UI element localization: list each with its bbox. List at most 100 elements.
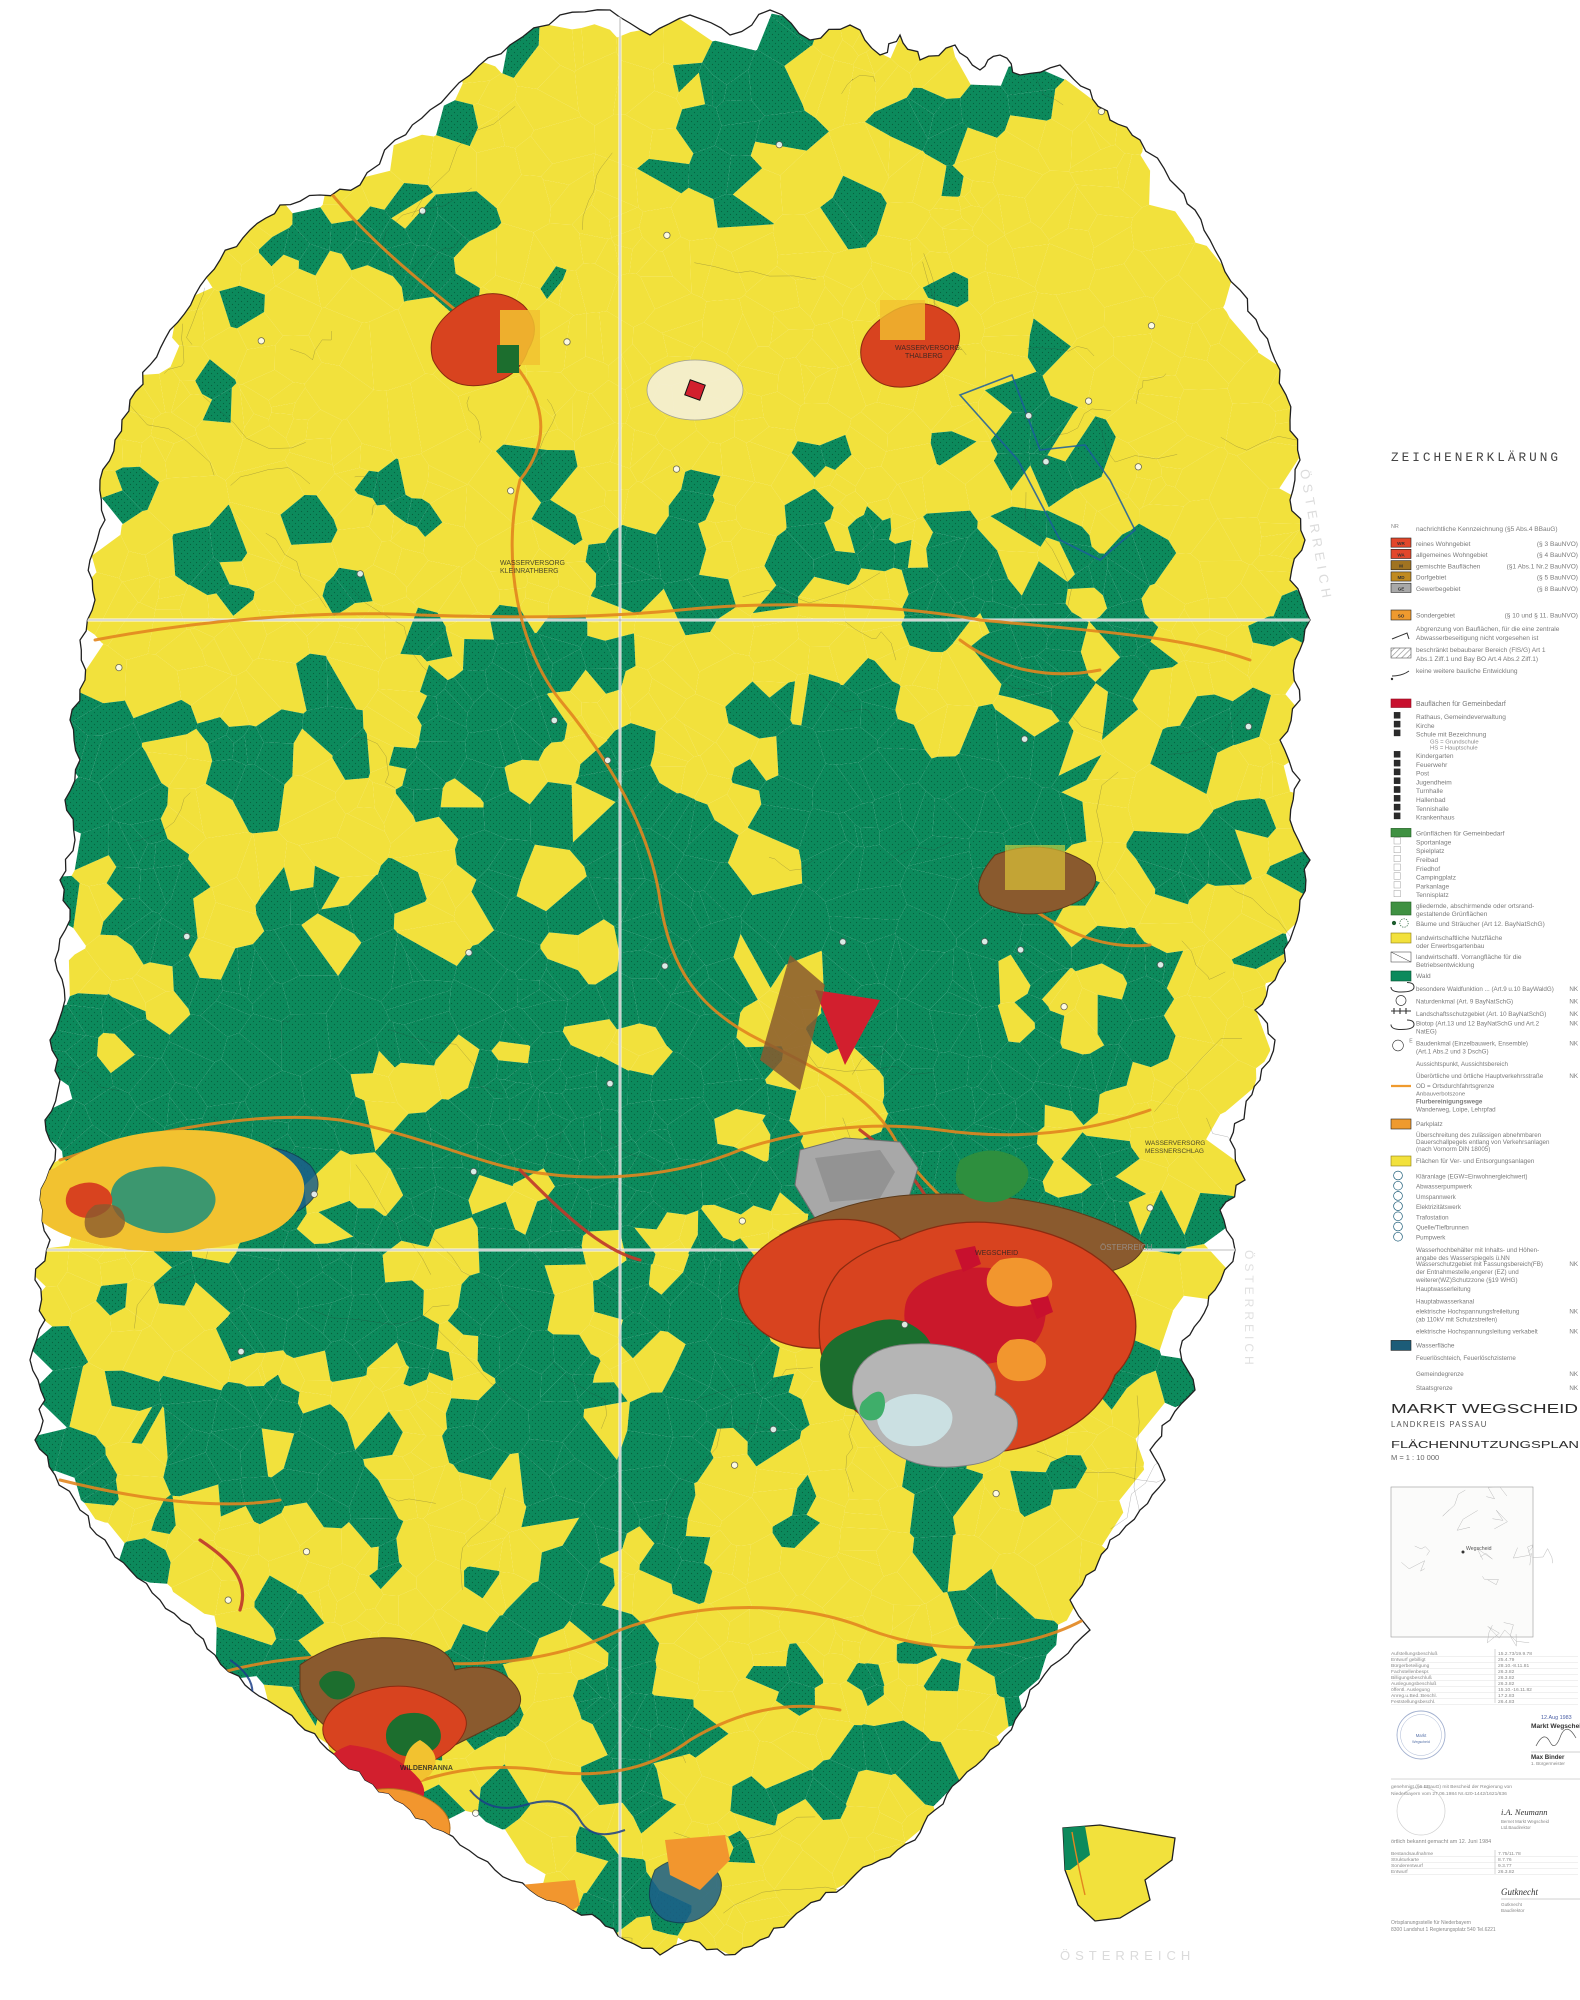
svg-text:GS = Grundschule: GS = Grundschule	[1430, 739, 1479, 745]
svg-text:Markt Wegscheid: Markt Wegscheid	[1531, 1723, 1580, 1730]
svg-text:NK: NK	[1569, 1073, 1578, 1080]
svg-text:Billigungsbeschluß: Billigungsbeschluß	[1391, 1675, 1432, 1681]
svg-text:Landschaftsschutzgebiet (Art.: Landschaftsschutzgebiet (Art. 10 BayNatS…	[1416, 1011, 1546, 1018]
svg-text:26.3.82: 26.3.82	[1498, 1869, 1515, 1875]
svg-text:oder Erwerbsgartenbau: oder Erwerbsgartenbau	[1416, 943, 1485, 950]
svg-text:Post: Post	[1416, 771, 1429, 778]
svg-text:15.2.73/19.9.78: 15.2.73/19.9.78	[1498, 1651, 1532, 1657]
svg-text:KLEINRATHBERG: KLEINRATHBERG	[500, 568, 559, 575]
svg-text:Bürgerbeteiligung: Bürgerbeteiligung	[1391, 1663, 1430, 1669]
svg-text:Wasserschutzgebiet mit Fassung: Wasserschutzgebiet mit Fassungsbereich(F…	[1416, 1261, 1543, 1268]
svg-text:HS = Hauptschule: HS = Hauptschule	[1430, 746, 1478, 752]
svg-text:WILDENRANNA: WILDENRANNA	[400, 1765, 453, 1772]
svg-text:genehmigt (§6 BBauG) mit Besch: genehmigt (§6 BBauG) mit Bescheid der Re…	[1391, 1784, 1512, 1790]
svg-text:Bäume und Sträucher (Art 12. B: Bäume und Sträucher (Art 12. BayNatSchG)	[1416, 921, 1545, 928]
svg-text:(§ 5 BauNVO): (§ 5 BauNVO)	[1537, 575, 1578, 582]
svg-text:Pumpwerk: Pumpwerk	[1416, 1235, 1446, 1242]
svg-text:Wegscheid: Wegscheid	[1466, 1546, 1492, 1552]
svg-text:elektrische Hochspannungsfreil: elektrische Hochspannungsfreileitung	[1416, 1308, 1520, 1315]
svg-text:Niederbayern vom 27.06.1984 N: Niederbayern vom 27.06.1984 Nr.420-1442/…	[1391, 1791, 1507, 1797]
svg-text:Aussichtspunkt, Aussichtsberei: Aussichtspunkt, Aussichtsbereich	[1416, 1061, 1508, 1068]
svg-text:(nach Vornorm DIN 18005): (nach Vornorm DIN 18005)	[1416, 1146, 1490, 1153]
svg-text:Gemeindegrenze: Gemeindegrenze	[1416, 1371, 1464, 1378]
svg-text:Feuerwehr: Feuerwehr	[1416, 762, 1448, 769]
svg-text:Hallenbad: Hallenbad	[1416, 797, 1446, 804]
svg-text:NatEG): NatEG)	[1416, 1029, 1437, 1036]
svg-text:Wegscheid: Wegscheid	[1412, 1740, 1430, 1744]
svg-text:(Art.1 Abs.2 und 3 DschG): (Art.1 Abs.2 und 3 DschG)	[1416, 1049, 1489, 1056]
svg-text:Schule mit Bezeichnung: Schule mit Bezeichnung	[1416, 732, 1487, 739]
svg-text:i.A. Neumann: i.A. Neumann	[1501, 1807, 1548, 1817]
svg-text:Entwurf: Entwurf	[1391, 1869, 1408, 1875]
svg-text:Bauflächen für Gemeinbedarf: Bauflächen für Gemeinbedarf	[1416, 701, 1506, 708]
svg-text:ÖSTERREICH: ÖSTERREICH	[1060, 1948, 1195, 1963]
svg-text:gliedernde, abschirmende oder: gliedernde, abschirmende oder ortsrand-	[1416, 903, 1534, 910]
svg-text:NK: NK	[1569, 1261, 1578, 1268]
svg-text:NK: NK	[1569, 1385, 1578, 1392]
svg-text:25.4.79: 25.4.79	[1498, 1657, 1515, 1663]
svg-text:Ltd.Baudirektor: Ltd.Baudirektor	[1501, 1825, 1531, 1830]
svg-text:Gutknecht: Gutknecht	[1501, 1902, 1523, 1907]
svg-text:gemischte Bauflächen: gemischte Bauflächen	[1416, 563, 1481, 570]
svg-text:Abwasserpumpwerk: Abwasserpumpwerk	[1416, 1184, 1473, 1191]
svg-text:Umspannwerk: Umspannwerk	[1416, 1194, 1457, 1201]
svg-text:Dorfgebiet: Dorfgebiet	[1416, 575, 1446, 582]
svg-text:Tennisplatz: Tennisplatz	[1416, 892, 1449, 899]
svg-text:7.75/11.78: 7.75/11.78	[1498, 1851, 1521, 1857]
svg-text:Grünflächen für Gemeinbedarf: Grünflächen für Gemeinbedarf	[1416, 830, 1505, 837]
svg-text:Kläranlage (EGW=Einwohnergleic: Kläranlage (EGW=Einwohnergleichwert)	[1416, 1174, 1527, 1181]
svg-text:Wald: Wald	[1416, 973, 1431, 980]
svg-text:SO: SO	[1398, 613, 1405, 618]
svg-text:Parkplatz: Parkplatz	[1416, 1121, 1443, 1128]
svg-text:GE: GE	[1398, 586, 1405, 591]
svg-text:Anreg.u.Bed.:Beschl.: Anreg.u.Bed.:Beschl.	[1391, 1693, 1437, 1699]
svg-text:LANDKREIS PASSAU: LANDKREIS PASSAU	[1391, 1420, 1488, 1429]
svg-text:landwirtschaftl. Vorrangfläche: landwirtschaftl. Vorrangfläche für die	[1416, 954, 1522, 961]
svg-text:Dauerschallpegels entlang von: Dauerschallpegels entlang von Verkehrsan…	[1416, 1139, 1550, 1146]
svg-text:Betriebsentwicklung: Betriebsentwicklung	[1416, 962, 1475, 969]
svg-text:(§ 4 BauNVO): (§ 4 BauNVO)	[1537, 552, 1578, 559]
svg-text:Sportanlage: Sportanlage	[1416, 839, 1452, 846]
svg-text:MD: MD	[1397, 575, 1405, 580]
svg-text:OD = Ortsdurchfahrtsgrenze: OD = Ortsdurchfahrtsgrenze	[1416, 1083, 1495, 1090]
svg-text:(§1 Abs.1 Nr.2 BauNVO): (§1 Abs.1 Nr.2 BauNVO)	[1507, 563, 1578, 570]
svg-text:Gutknecht: Gutknecht	[1501, 1887, 1538, 1897]
svg-text:Gewerbegebiet: Gewerbegebiet	[1416, 586, 1461, 593]
svg-text:elektrische Hochspannungsleitu: elektrische Hochspannungsleitung verkabe…	[1416, 1328, 1538, 1335]
svg-text:Anbauverbotszone: Anbauverbotszone	[1416, 1092, 1466, 1098]
svg-text:Baudenkmal (Einzelbauwerk, En: Baudenkmal (Einzelbauwerk, Ensemble)	[1416, 1041, 1528, 1048]
svg-text:26.4.83: 26.4.83	[1498, 1699, 1515, 1705]
svg-text:Flurbereinigungswege: Flurbereinigungswege	[1416, 1099, 1483, 1106]
svg-text:M = 1 : 10 000: M = 1 : 10 000	[1391, 1453, 1439, 1462]
svg-text:NK: NK	[1569, 1021, 1578, 1028]
svg-text:Feuerlöschteich, Feuerlöschzis: Feuerlöschteich, Feuerlöschzisterne	[1416, 1355, 1516, 1362]
svg-text:Kindergarten: Kindergarten	[1416, 753, 1454, 760]
svg-text:Ortsplanungsstelle für Niederb: Ortsplanungsstelle für Niederbayern	[1391, 1920, 1471, 1926]
svg-text:Friedhof: Friedhof	[1416, 866, 1440, 873]
svg-text:26.3.82: 26.3.82	[1498, 1669, 1515, 1675]
svg-text:WASSERVERSORG.: WASSERVERSORG.	[895, 345, 962, 352]
svg-text:gestaltende Grünflächen: gestaltende Grünflächen	[1416, 911, 1488, 918]
svg-text:Rathaus, Gemeindeverwaltung: Rathaus, Gemeindeverwaltung	[1416, 714, 1506, 721]
svg-text:NK: NK	[1569, 1328, 1578, 1335]
svg-text:öffentl. Auslegung: öffentl. Auslegung	[1391, 1687, 1430, 1693]
svg-text:keine weitere bauliche Entwick: keine weitere bauliche Entwicklung	[1416, 668, 1518, 675]
svg-text:NK: NK	[1569, 1371, 1578, 1378]
svg-text:17.2.83: 17.2.83	[1498, 1693, 1515, 1699]
svg-text:Wanderweg, Loipe, Lehrpfad: Wanderweg, Loipe, Lehrpfad	[1416, 1107, 1496, 1114]
svg-text:Baudirektor: Baudirektor	[1501, 1908, 1525, 1913]
svg-text:Bestandsaufnahme: Bestandsaufnahme	[1391, 1851, 1433, 1857]
svg-text:WEGSCHEID: WEGSCHEID	[975, 1250, 1018, 1257]
svg-text:NK: NK	[1569, 1041, 1578, 1048]
svg-text:26.3.82: 26.3.82	[1498, 1681, 1515, 1687]
svg-text:nachrichtliche Kennzeichnung: nachrichtliche Kennzeichnung (§5 Abs.4 B…	[1416, 526, 1558, 533]
svg-text:reines Wohngebiet: reines Wohngebiet	[1416, 541, 1471, 548]
svg-text:Abgrenzung von Bauflächen, für: Abgrenzung von Bauflächen, für die eine …	[1416, 626, 1560, 633]
svg-text:9.3.77: 9.3.77	[1498, 1863, 1512, 1869]
svg-text:WASSERVERSORG: WASSERVERSORG	[500, 560, 565, 567]
svg-text:NK: NK	[1569, 1308, 1578, 1315]
svg-text:Tennishalle: Tennishalle	[1416, 806, 1449, 813]
svg-text:Spielplatz: Spielplatz	[1416, 848, 1444, 855]
svg-text:Flächen für Ver- und Entsorgun: Flächen für Ver- und Entsorgungsanlagen	[1416, 1158, 1535, 1165]
svg-text:15.10.-16.11.82: 15.10.-16.11.82	[1498, 1687, 1532, 1693]
